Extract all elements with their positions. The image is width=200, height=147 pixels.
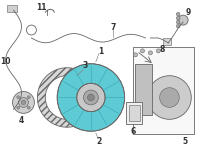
- Circle shape: [148, 76, 191, 119]
- Text: 1: 1: [98, 47, 103, 56]
- Text: 5: 5: [182, 137, 187, 146]
- Circle shape: [17, 106, 20, 109]
- FancyBboxPatch shape: [129, 105, 140, 121]
- Circle shape: [176, 24, 180, 28]
- Circle shape: [134, 53, 138, 57]
- Circle shape: [176, 16, 180, 20]
- Polygon shape: [37, 68, 95, 127]
- Text: 11: 11: [36, 3, 47, 12]
- Circle shape: [141, 49, 144, 53]
- Circle shape: [57, 64, 125, 131]
- Circle shape: [13, 92, 34, 113]
- FancyBboxPatch shape: [135, 64, 152, 115]
- Circle shape: [156, 49, 160, 53]
- Circle shape: [21, 100, 26, 105]
- Circle shape: [178, 15, 188, 25]
- Text: 3: 3: [82, 61, 88, 70]
- Text: 6: 6: [131, 127, 136, 136]
- Text: 4: 4: [19, 116, 24, 125]
- Circle shape: [17, 96, 20, 99]
- Circle shape: [19, 97, 28, 107]
- Text: 2: 2: [96, 137, 101, 146]
- Circle shape: [88, 94, 94, 101]
- Text: 8: 8: [160, 45, 165, 54]
- FancyBboxPatch shape: [126, 102, 142, 124]
- Circle shape: [84, 90, 98, 105]
- Circle shape: [160, 88, 179, 107]
- Circle shape: [148, 51, 152, 55]
- Text: 7: 7: [110, 22, 115, 32]
- Circle shape: [27, 96, 30, 99]
- Circle shape: [176, 12, 180, 16]
- Circle shape: [27, 106, 30, 109]
- Circle shape: [77, 83, 105, 112]
- Circle shape: [176, 20, 180, 24]
- FancyBboxPatch shape: [133, 47, 194, 134]
- FancyBboxPatch shape: [7, 5, 17, 12]
- Text: 9: 9: [185, 8, 191, 17]
- FancyBboxPatch shape: [163, 38, 171, 45]
- Text: 10: 10: [0, 57, 11, 66]
